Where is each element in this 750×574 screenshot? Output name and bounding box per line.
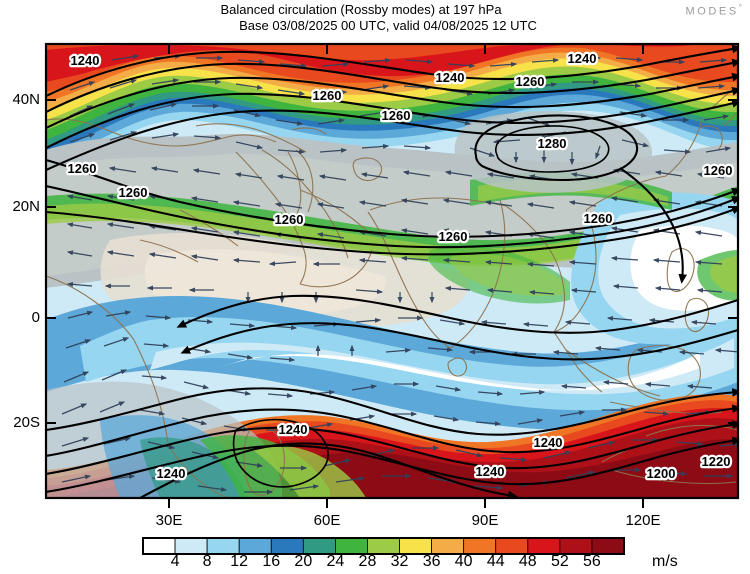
contour-label: 1220	[702, 454, 731, 469]
contour-label-halo: 1240	[71, 53, 100, 68]
colorbar	[142, 537, 625, 555]
contour-label-halo: 1260	[313, 88, 342, 103]
contour-label-halo: 1240	[279, 422, 308, 437]
contour-label-halo: 1240	[534, 435, 563, 450]
colorbar-tick: 20	[294, 553, 313, 570]
contour-label-halo: 1220	[702, 454, 731, 469]
contour-label-halo: 1260	[68, 161, 97, 176]
colorbar-tick: 4	[170, 553, 180, 570]
colorbar-tick: 28	[358, 553, 377, 570]
contour-label-halo: 1260	[516, 74, 545, 89]
contour-label-halo: 1260	[119, 185, 148, 200]
colorbar-swatch	[559, 537, 593, 555]
colorbar-swatch	[334, 537, 368, 555]
ytick-label-40N: 40N	[12, 91, 40, 108]
contour-label-halo: 1240	[476, 464, 505, 479]
contour-label: 1260	[275, 212, 304, 227]
xtick-label-120E: 120E	[625, 512, 661, 529]
ytick-label-0: 0	[31, 309, 40, 326]
colorbar-swatch	[527, 537, 561, 555]
contour-label: 1240	[279, 422, 308, 437]
modes-logo-mark: °	[738, 3, 742, 12]
colorbar-swatch	[238, 537, 272, 555]
colorbar-swatch	[206, 537, 240, 555]
contour-label: 1240	[568, 51, 597, 66]
contour-label: 1260	[68, 161, 97, 176]
contour-label: 1240	[436, 70, 465, 85]
colorbar-tick: 48	[518, 553, 537, 570]
contour-label-halo: 1260	[439, 229, 468, 244]
colorbar-swatch	[431, 537, 465, 555]
contour-label: 1280	[538, 136, 567, 151]
contour-labels: 1240 1240 1240 1240 1240 1240 1260 1260 1260 1260…	[65, 49, 734, 484]
contour-label: 1200	[647, 466, 676, 481]
map-plot-area	[46, 44, 738, 498]
modes-logo: MODES°	[685, 3, 742, 18]
streamlines	[46, 44, 738, 498]
colorbar-swatch	[463, 537, 497, 555]
colorbar-tick: 12	[230, 553, 249, 570]
ytick-label-20N: 20N	[12, 198, 40, 215]
contour-label-halo: 1260	[704, 163, 733, 178]
contour-label: 1260	[584, 211, 613, 226]
colorbar-tick: 36	[422, 553, 441, 570]
colorbar-swatch	[399, 537, 432, 555]
contour-label: 1260	[439, 229, 468, 244]
contour-label: 1240	[71, 53, 100, 68]
xtick-label-90E: 90E	[471, 512, 499, 529]
ytick-label-20S: 20S	[13, 414, 40, 431]
colorbar-swatch	[495, 537, 529, 555]
colorbar-tick: 24	[326, 553, 345, 570]
colorbar-swatch	[270, 537, 304, 555]
colorbar-swatch	[302, 537, 336, 555]
colorbar-tick: 32	[390, 553, 409, 570]
contour-label-halo: 1260	[584, 211, 613, 226]
colorbar-tick: 40	[454, 553, 473, 570]
colorbar-tick: 44	[486, 553, 505, 570]
colorbar-swatch	[142, 537, 176, 555]
contour-label-halo: 1240	[157, 466, 186, 481]
colorbar-unit-label: m/s	[652, 553, 678, 570]
contour-label: 1260	[119, 185, 148, 200]
xtick-label-30E: 30E	[155, 512, 183, 529]
colorbar-swatch	[367, 537, 400, 555]
colorbar-tick: 16	[262, 553, 281, 570]
colorbar-tick: 52	[550, 553, 569, 570]
contour-label: 1260	[704, 163, 733, 178]
colorbar-tick: 56	[583, 553, 601, 570]
colorbar-swatch	[174, 537, 208, 555]
contour-label-halo: 1260	[382, 108, 411, 123]
contour-label-halo: 1200	[647, 466, 676, 481]
plot-frame	[44, 42, 740, 500]
axis-ticks	[46, 44, 738, 508]
contour-label-halo: 1240	[568, 51, 597, 66]
contour-label: 1240	[534, 435, 563, 450]
contour-label: 1260	[382, 108, 411, 123]
contour-label: 1260	[516, 74, 545, 89]
contour-label: 1260	[313, 88, 342, 103]
contour-label-halo: 1280	[538, 136, 567, 151]
modes-logo-text: MODES	[685, 5, 739, 18]
colorbar-tick: 8	[202, 553, 212, 570]
contour-label: 1240	[476, 464, 505, 479]
colorbar-swatch	[591, 537, 625, 555]
contour-label-halo: 1240	[436, 70, 465, 85]
xtick-label-60E: 60E	[313, 512, 341, 529]
contour-label-halo: 1260	[275, 212, 304, 227]
contour-label: 1240	[157, 466, 186, 481]
